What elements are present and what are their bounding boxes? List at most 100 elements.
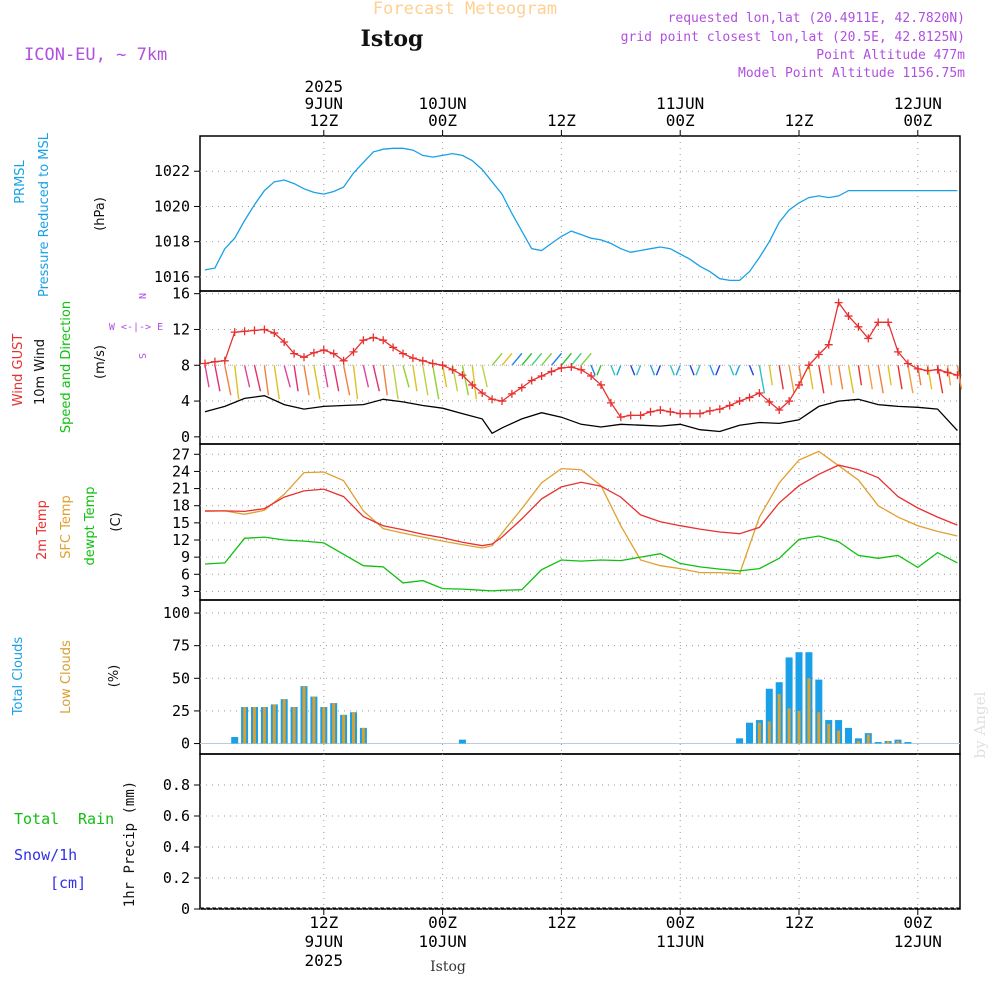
wind-arrow bbox=[798, 365, 803, 386]
wind-arrow bbox=[808, 365, 814, 390]
low-clouds-label: Low Clouds bbox=[59, 640, 74, 714]
low-cloud-bar bbox=[243, 707, 247, 744]
total-cloud-bar bbox=[458, 739, 466, 744]
gust-marker bbox=[557, 363, 566, 372]
gust-marker bbox=[517, 383, 526, 392]
low-cloud-bar bbox=[767, 721, 771, 744]
wind-arrow bbox=[778, 365, 784, 390]
gust-marker bbox=[874, 318, 883, 327]
wind-arrow bbox=[570, 352, 582, 366]
wind-arrow bbox=[758, 365, 766, 394]
cloud-bars bbox=[200, 652, 960, 745]
gust-marker bbox=[379, 336, 388, 345]
gust-marker bbox=[201, 359, 209, 368]
gust-marker bbox=[537, 372, 546, 380]
low-cloud-bar bbox=[856, 740, 860, 744]
gust-marker bbox=[804, 361, 813, 370]
wind-side-labels: Wind GUST 10m Wind Speed and Direction (… bbox=[11, 293, 163, 433]
gust-marker bbox=[606, 398, 615, 407]
wind-unit: (m/s) bbox=[93, 345, 108, 379]
gust-marker bbox=[240, 327, 249, 336]
gust-marker bbox=[844, 312, 853, 321]
wind-arrow bbox=[461, 365, 470, 396]
wind-arrow bbox=[441, 365, 448, 388]
dewpt-line bbox=[204, 535, 958, 592]
total-cloud-bar bbox=[874, 742, 882, 744]
gust-marker bbox=[309, 348, 318, 357]
t2m-line bbox=[205, 464, 958, 547]
wind-arrow bbox=[303, 365, 310, 396]
wind-arrow bbox=[382, 365, 388, 396]
gust-marker bbox=[329, 349, 338, 358]
wind-gust-label: Wind GUST bbox=[11, 334, 26, 407]
top-xtick-label: 12JUN bbox=[894, 94, 942, 113]
temperature-ytick-label: 21 bbox=[172, 480, 190, 498]
gust-marker bbox=[854, 322, 863, 331]
gust-marker bbox=[686, 409, 695, 418]
t2m-label: 2m Temp bbox=[35, 500, 50, 560]
temperature-ytick-label: 9 bbox=[181, 548, 190, 566]
low-cloud-bar bbox=[837, 730, 841, 744]
gust-marker bbox=[369, 333, 378, 342]
pressure-frame bbox=[199, 135, 961, 292]
wind-arrow bbox=[293, 365, 299, 392]
total-cloud-bar bbox=[845, 727, 852, 744]
compass-west-east: W <-|-> E bbox=[109, 322, 163, 333]
grid-point-coords: grid point closest lon,lat (20.5E, 42.81… bbox=[621, 30, 965, 45]
gust-marker bbox=[349, 347, 358, 356]
pressure-panel: 1016 1018 1020 1022 bbox=[154, 135, 961, 292]
wind-arrow bbox=[481, 365, 488, 388]
pressure-ytick-label: 1022 bbox=[154, 162, 190, 180]
wind-arrow bbox=[580, 352, 592, 366]
super-title: Forecast Meteogram bbox=[373, 0, 557, 19]
low-cloud-bar bbox=[777, 693, 781, 744]
gust-marker bbox=[458, 371, 467, 380]
wind-ytick-label: 8 bbox=[181, 356, 190, 374]
gust-marker bbox=[230, 328, 239, 337]
gust-marker bbox=[339, 356, 348, 365]
low-cloud-bar bbox=[807, 678, 811, 744]
temperature-ytick-label: 27 bbox=[172, 445, 190, 463]
wind-arrow bbox=[768, 365, 773, 386]
precip-ytick-label: 0.2 bbox=[163, 869, 190, 887]
clouds-unit: (%) bbox=[107, 665, 122, 688]
wind-arrow bbox=[402, 365, 410, 388]
temperature-ytick-label: 18 bbox=[172, 497, 190, 515]
wind-arrow bbox=[616, 365, 622, 376]
temperature-ytick-label: 24 bbox=[172, 462, 190, 480]
gust-marker bbox=[745, 393, 754, 402]
low-cloud-bar bbox=[262, 707, 266, 744]
wind-arrow bbox=[313, 365, 321, 400]
requested-coords: requested lon,lat (20.4911E, 42.7820N) bbox=[668, 11, 965, 26]
wind-arrow bbox=[715, 365, 721, 376]
wind-arrow bbox=[837, 365, 844, 390]
wind-10m-line bbox=[204, 395, 958, 435]
gust-marker bbox=[250, 326, 259, 335]
wind-arrow bbox=[897, 365, 903, 390]
low-cloud-bar bbox=[253, 707, 256, 744]
top-xtick-label: 2025 bbox=[305, 77, 344, 96]
gust-marker bbox=[567, 363, 576, 372]
gust-marker bbox=[290, 349, 299, 358]
precip-ytick-label: 0 bbox=[181, 900, 190, 918]
low-cloud-bar bbox=[896, 740, 900, 744]
wind-panel: 0 4 8 12 16 bbox=[172, 285, 961, 446]
compass-north: N bbox=[136, 293, 147, 299]
gust-marker bbox=[527, 376, 536, 385]
gust-marker bbox=[933, 365, 942, 374]
wind-10m-label: 10m Wind bbox=[33, 339, 48, 405]
gust-marker bbox=[715, 405, 724, 414]
gust-marker bbox=[428, 359, 437, 368]
gust-marker bbox=[696, 409, 704, 418]
wind-arrow bbox=[877, 365, 884, 394]
pressure-label-1: PRMSL bbox=[13, 159, 28, 203]
precip-unit: 1hr Precip (mm) bbox=[122, 781, 138, 907]
low-cloud-bar bbox=[352, 712, 355, 744]
total-cloud-bar bbox=[795, 652, 803, 744]
total-cloud-bar bbox=[231, 737, 239, 744]
wind-arrow bbox=[362, 365, 370, 388]
wind-arrow bbox=[501, 352, 513, 366]
gust-marker bbox=[478, 389, 487, 397]
wind-arrow bbox=[847, 365, 855, 394]
